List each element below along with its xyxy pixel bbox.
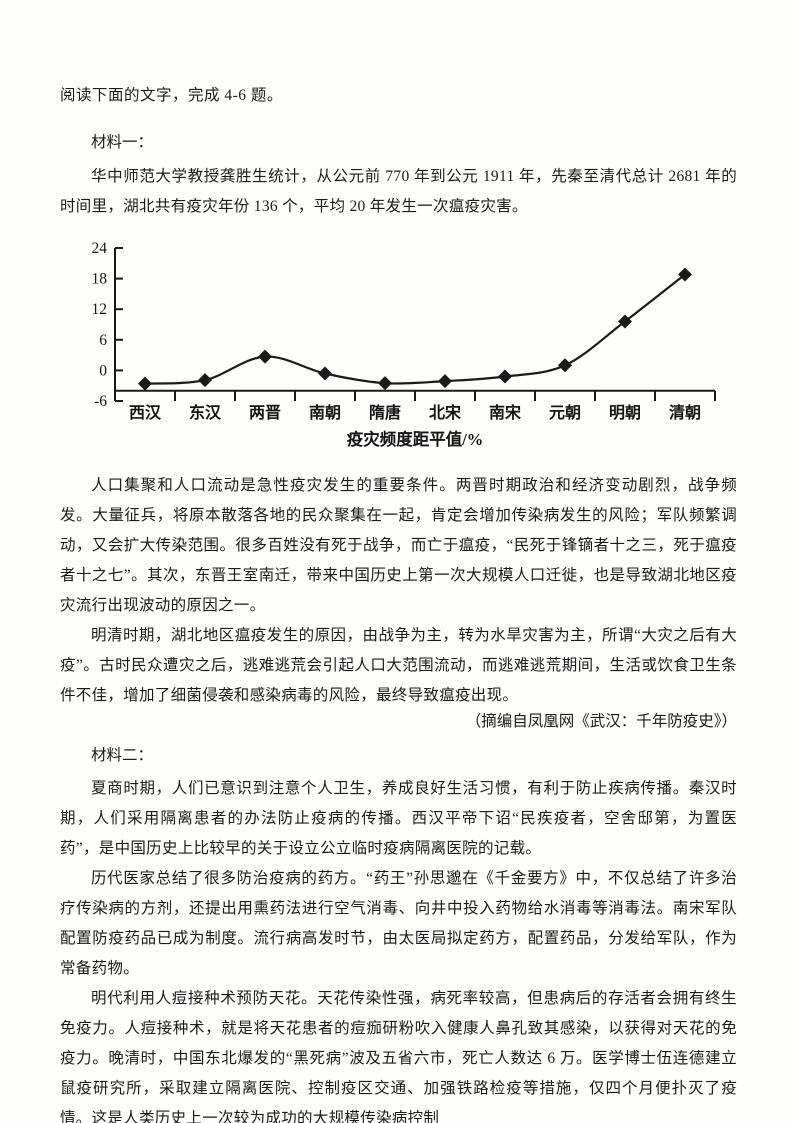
data-point-marker [198,373,212,388]
y-tick-label: -6 [94,393,107,410]
material-two-paragraph-1: 夏商时期，人们已意识到注意个人卫生，养成良好生活习惯，有利于防止疾病传播。秦汉时… [60,780,737,857]
x-category-label: 元朝 [549,403,581,422]
x-category-label: 两晋 [249,404,281,422]
x-category-label: 隋唐 [369,403,401,422]
data-point-marker [618,314,632,329]
material-one-paragraph-3: 明清时期，湖北地区瘟疫发生的原因，由战争为主，转为水旱灾害为主，所谓“大灾之后有… [60,627,737,704]
data-point-marker [558,358,572,373]
x-category-label: 南宋 [489,403,522,422]
y-tick-label: 12 [92,301,108,318]
material-one-paragraph-1: 华中师范大学教授龚胜生统计，从公元前 770 年到公元 1911 年，先秦至清代… [60,168,737,215]
data-point-marker [138,376,152,391]
chart-title: 疫灾频度距平值/% [347,429,484,449]
data-point-marker [378,376,392,391]
material-two-label: 材料二： [91,747,154,764]
x-category-label: 西汉 [129,403,162,422]
y-tick-label: 24 [92,240,108,257]
data-point-marker [678,267,692,282]
data-series-line [144,273,686,385]
epidemic-frequency-chart: 24 18 12 6 0 -6 西汉 东汉 两晋 南朝 隋唐 北宋 南宋 元朝 明朝 清朝疫灾频度距平值/% [60,236,720,451]
data-point-marker [258,349,272,364]
material-two-paragraph-3: 明代利用人痘接种术预防天花。天花传染性强，病死率较高，但患病后的存活者会拥有终生… [60,990,737,1123]
y-tick-label: 18 [92,271,108,288]
material-one-paragraph-2: 人口集聚和人口流动是急性疫灾发生的重要条件。两晋时期政治和经济变动剧烈，战争频发… [60,477,737,614]
y-tick-label: 6 [99,332,107,349]
x-category-label: 北宋 [429,403,462,422]
data-point-marker [498,369,512,384]
x-category-label: 南朝 [309,403,341,422]
x-category-label: 东汉 [189,403,222,422]
data-point-marker [318,366,332,381]
source-attribution: （摘编自凤凰网《武汉：千年防疫史》） [465,713,737,730]
data-point-marker [438,374,452,389]
x-category-label: 清朝 [669,403,701,422]
y-tick-label: 0 [99,362,107,379]
material-two-paragraph-2: 历代医家总结了很多防治疫病的药方。“药王”孙思邈在《千金要方》中，不仅总结了许多… [60,870,737,977]
material-one-label: 材料一： [91,134,154,151]
instruction-line: 阅读下面的文字，完成 4-6 题。 [60,87,283,104]
x-category-label: 明朝 [609,403,641,422]
